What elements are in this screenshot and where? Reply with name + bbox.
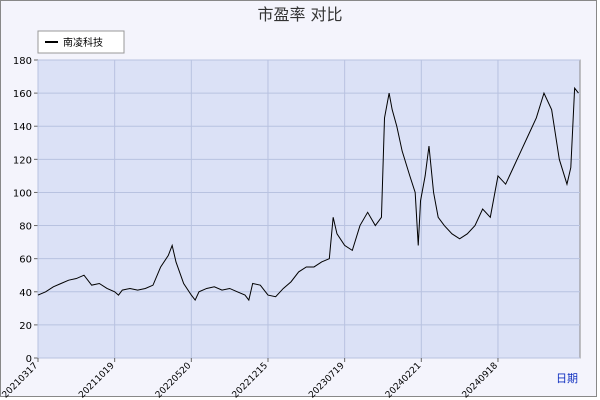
plot-area <box>37 59 581 359</box>
y-tick-label: 40 <box>19 288 32 299</box>
legend-label: 南凌科技 <box>63 36 103 49</box>
x-axis-label: 日期 <box>556 372 578 385</box>
y-tick-label: 100 <box>13 188 32 199</box>
y-tick-label: 80 <box>19 222 32 233</box>
y-tick-label: 0 <box>26 354 32 365</box>
y-tick-label: 20 <box>19 321 32 332</box>
legend <box>37 30 125 54</box>
y-tick-label: 120 <box>13 155 32 166</box>
y-tick-label: 140 <box>13 122 32 133</box>
chart-title: 市盈率 对比 <box>257 5 342 24</box>
y-tick-label: 60 <box>19 255 32 266</box>
y-tick-label: 160 <box>13 89 32 100</box>
data-line <box>37 86 579 302</box>
y-tick-label: 180 <box>13 56 32 67</box>
